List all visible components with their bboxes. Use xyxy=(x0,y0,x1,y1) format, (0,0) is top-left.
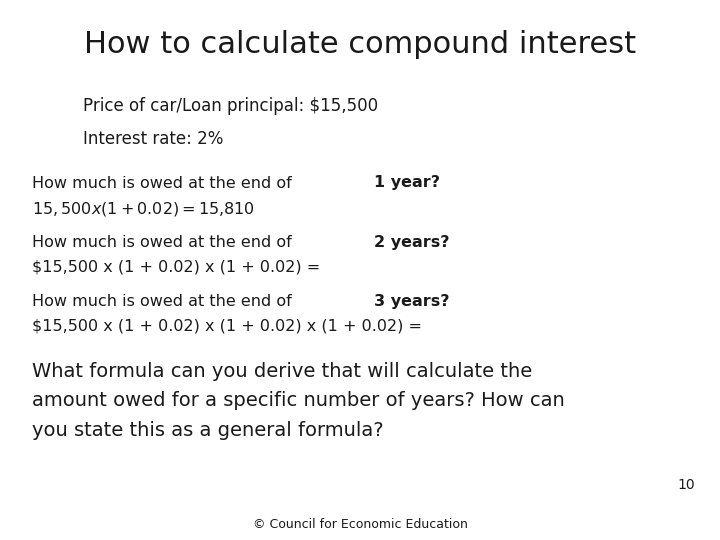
Text: 3 years?: 3 years? xyxy=(374,294,450,309)
Text: $15,500 x (1 + 0.02) x (1 + 0.02) =: $15,500 x (1 + 0.02) x (1 + 0.02) = xyxy=(32,259,320,274)
Text: 1 year?: 1 year? xyxy=(374,176,440,191)
Text: How much is owed at the end of: How much is owed at the end of xyxy=(32,294,297,309)
Text: What formula can you derive that will calculate the: What formula can you derive that will ca… xyxy=(32,362,533,381)
Text: 10: 10 xyxy=(678,478,695,492)
Text: Price of car/Loan principal: $15,500: Price of car/Loan principal: $15,500 xyxy=(83,97,378,115)
Text: © Council for Economic Education: © Council for Economic Education xyxy=(253,518,467,531)
Text: amount owed for a specific number of years? How can: amount owed for a specific number of yea… xyxy=(32,392,565,410)
Text: How to calculate compound interest: How to calculate compound interest xyxy=(84,30,636,59)
Text: $15,500 x (1 + 0.02) x (1 + 0.02) x (1 + 0.02) =: $15,500 x (1 + 0.02) x (1 + 0.02) x (1 +… xyxy=(32,319,423,334)
Text: How much is owed at the end of: How much is owed at the end of xyxy=(32,235,297,250)
Text: How much is owed at the end of: How much is owed at the end of xyxy=(32,176,297,191)
Text: 2 years?: 2 years? xyxy=(374,235,450,250)
Text: Interest rate: 2%: Interest rate: 2% xyxy=(83,130,223,147)
Text: $15,500 x (1 + 0.02) = $15,810: $15,500 x (1 + 0.02) = $15,810 xyxy=(32,200,256,218)
Text: you state this as a general formula?: you state this as a general formula? xyxy=(32,421,384,440)
